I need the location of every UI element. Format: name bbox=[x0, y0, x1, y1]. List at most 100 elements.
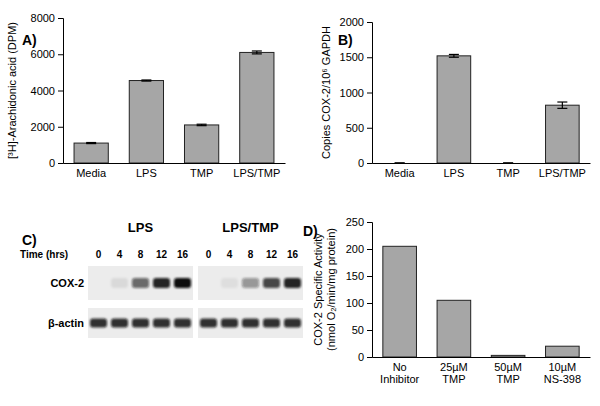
y-axis-title-line: COX-2 Specific Activity bbox=[312, 233, 324, 346]
error-bar bbox=[503, 163, 513, 164]
plot-area bbox=[383, 246, 579, 357]
error-bar-cap bbox=[395, 162, 405, 163]
error-bar-cap bbox=[141, 80, 151, 81]
x-tick: 50µMTMP bbox=[494, 357, 522, 385]
x-axis-line bbox=[373, 357, 591, 358]
y-tick-label: 200 bbox=[346, 243, 364, 255]
x-tick: 10µMNS-398 bbox=[544, 357, 581, 385]
y-tick: 2000 bbox=[340, 16, 372, 28]
bar bbox=[491, 355, 525, 357]
error-bar bbox=[557, 102, 567, 108]
y-tick: 1000 bbox=[340, 87, 372, 99]
x-tick-label: Media bbox=[76, 167, 107, 179]
bar bbox=[240, 52, 274, 163]
error-bar-cap bbox=[252, 50, 262, 51]
y-tick-mark bbox=[367, 22, 372, 23]
error-bar-cap bbox=[503, 162, 513, 163]
blot-band bbox=[242, 319, 259, 328]
y-tick-label: 1000 bbox=[340, 87, 364, 99]
y-tick-mark bbox=[58, 127, 63, 128]
row-label: COX-2 bbox=[50, 277, 84, 289]
y-tick-mark bbox=[58, 163, 63, 164]
panel: C)Time (hrs)LPS0481216LPS/TMP0481216COX-… bbox=[20, 220, 303, 338]
y-tick: 4000 bbox=[31, 85, 63, 97]
blot-band bbox=[174, 319, 191, 328]
plot-area bbox=[74, 51, 274, 163]
y-axis-line bbox=[367, 23, 373, 164]
plot-area bbox=[395, 54, 579, 163]
blot-band bbox=[90, 278, 107, 288]
bar bbox=[546, 105, 580, 163]
bar bbox=[437, 56, 471, 163]
x-tick: Media bbox=[76, 163, 107, 179]
x-tick-label: LPS/TMP bbox=[539, 167, 586, 179]
x-tick-label: 10µMNS-398 bbox=[544, 361, 581, 386]
blot-band bbox=[284, 278, 301, 288]
x-tick-label: LPS bbox=[136, 167, 157, 179]
figure: 02000400060008000MediaLPSTMPLPS/TMP[³H]-… bbox=[0, 0, 600, 406]
y-tick-mark bbox=[367, 222, 372, 223]
x-tick-label: LPS bbox=[443, 167, 464, 179]
x-tick: LPS bbox=[136, 163, 157, 179]
panel-label: B) bbox=[338, 32, 353, 48]
y-tick-mark bbox=[58, 91, 63, 92]
error-bar-cap bbox=[86, 142, 96, 143]
x-tick: 25µMTMP bbox=[440, 357, 468, 385]
y-axis-line bbox=[367, 223, 373, 358]
lane-label: 8 bbox=[248, 249, 254, 260]
bar bbox=[184, 125, 218, 163]
y-tick-label: 0 bbox=[358, 157, 364, 169]
error-bar-cap bbox=[449, 54, 459, 55]
error-bar-cap bbox=[395, 162, 405, 163]
y-tick-label: 8000 bbox=[31, 12, 55, 24]
error-bar-cap bbox=[197, 125, 207, 126]
y-tick: 2000 bbox=[31, 121, 63, 133]
bar bbox=[546, 346, 580, 357]
x-axis: Media LPS TMP LPS/TMP bbox=[373, 163, 591, 179]
blot-background bbox=[88, 266, 193, 300]
y-tick-mark bbox=[367, 249, 372, 250]
blot-band bbox=[221, 278, 238, 288]
error-bar-cap bbox=[252, 53, 262, 54]
error-bar-stem bbox=[562, 102, 563, 108]
bar bbox=[129, 81, 163, 163]
y-axis-title: COX-2 Specific Activity(nmol O₂/min/mg p… bbox=[312, 228, 337, 351]
lane-label: 12 bbox=[266, 249, 278, 260]
y-tick: 50 bbox=[352, 324, 372, 336]
bar bbox=[74, 143, 108, 163]
x-tick: Media bbox=[385, 163, 416, 179]
blot-band bbox=[90, 319, 107, 328]
x-axis: NoInhibitor25µMTMP50µMTMP10µMNS-398 bbox=[373, 357, 591, 385]
y-tick-mark bbox=[367, 93, 372, 94]
x-tick: LPS/TMP bbox=[233, 163, 280, 179]
lane-label: 4 bbox=[227, 249, 233, 260]
x-axis-line bbox=[373, 163, 591, 164]
y-tick-mark bbox=[367, 128, 372, 129]
x-tick-label-line: 50µM bbox=[494, 361, 522, 373]
error-bar bbox=[252, 51, 262, 54]
row-label: β-actin bbox=[48, 317, 84, 329]
y-tick: 0 bbox=[358, 351, 372, 363]
x-tick-label: TMP bbox=[496, 167, 519, 179]
y-tick-label: 250 bbox=[346, 216, 364, 228]
blot-band bbox=[153, 319, 170, 328]
lane-label: 8 bbox=[138, 249, 144, 260]
group-label: LPS/TMP bbox=[222, 220, 279, 235]
x-tick-label-line: NS-398 bbox=[544, 373, 581, 385]
x-tick-label: TMP bbox=[190, 167, 213, 179]
error-bar bbox=[395, 163, 405, 164]
bar bbox=[437, 300, 471, 357]
x-tick-label: LPS/TMP bbox=[233, 167, 280, 179]
y-tick-label: 2000 bbox=[340, 16, 364, 28]
blot-band bbox=[200, 319, 217, 328]
x-tick: LPS bbox=[443, 163, 464, 179]
y-tick-label: 150 bbox=[346, 270, 364, 282]
x-tick-label-line: Inhibitor bbox=[380, 373, 419, 385]
y-tick-label: 6000 bbox=[31, 48, 55, 60]
error-bar-cap bbox=[197, 124, 207, 125]
panel-label: C) bbox=[22, 232, 37, 248]
y-tick-label: 0 bbox=[358, 351, 364, 363]
x-tick-label-line: TMP bbox=[496, 373, 519, 385]
x-tick-label: Media bbox=[385, 167, 416, 179]
blot-band bbox=[200, 278, 217, 288]
